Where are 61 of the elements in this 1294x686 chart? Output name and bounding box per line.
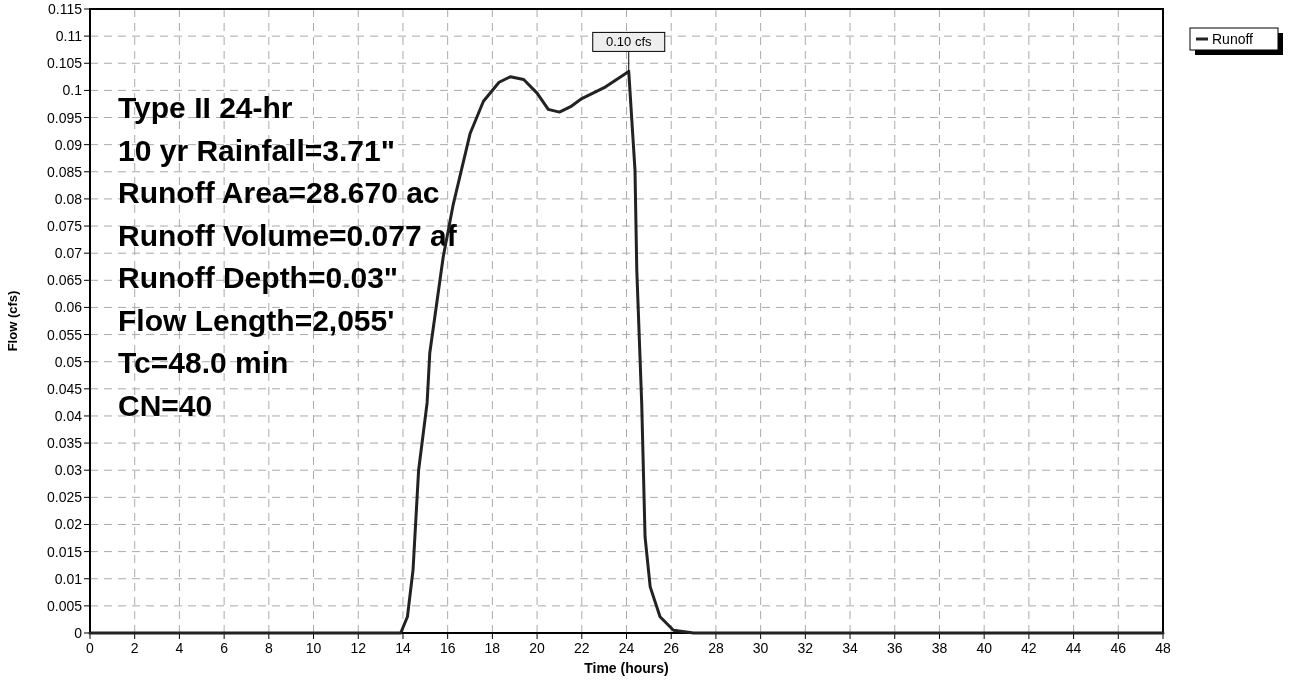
x-tick-label: 16 <box>439 640 456 656</box>
x-tick-label: 22 <box>574 640 590 656</box>
y-tick-label: 0.065 <box>46 272 83 289</box>
y-tick-label: 0.095 <box>46 109 83 126</box>
y-tick-label: 0.015 <box>46 543 83 560</box>
y-tick-label: 0.04 <box>54 407 83 424</box>
x-tick-label: 4 <box>175 640 184 656</box>
x-tick-label: 26 <box>663 640 680 656</box>
y-tick-label: 0.02 <box>54 516 83 533</box>
y-tick-label: 0.035 <box>46 435 83 452</box>
annotation: CN=40 <box>118 388 213 422</box>
y-tick-label: 0 <box>74 625 83 641</box>
x-tick-label: 14 <box>395 640 411 656</box>
line-series <box>88 69 1165 635</box>
annotation: Runoff Depth=0.03" <box>118 261 399 294</box>
y-tick-label: 0.09 <box>54 136 83 153</box>
annotation: 0.10 cfs <box>605 34 652 50</box>
x-tick-label: 10 <box>305 640 322 656</box>
y-tick-label: 0.105 <box>46 55 83 72</box>
y-tick-label: 0.075 <box>46 218 83 235</box>
y-tick-label: 0.1 <box>62 82 83 99</box>
x-tick-label: 30 <box>752 640 769 656</box>
y-tick-label: 0.085 <box>46 163 83 180</box>
y-tick-label: 0.045 <box>46 380 83 397</box>
annotation: 10 yr Rainfall=3.71" <box>118 133 395 167</box>
y-tick-label: 0.025 <box>46 489 83 506</box>
x-tick-label: 6 <box>220 640 229 656</box>
y-tick-label: 0.03 <box>54 462 83 479</box>
y-tick-label: 0.055 <box>46 326 83 343</box>
y-tick-label: 0.06 <box>54 299 83 316</box>
x-tick-label: 8 <box>264 640 273 656</box>
x-tick-label: 36 <box>886 640 903 656</box>
y-axis-title: Flow (cfs) <box>5 290 20 352</box>
x-tick-label: 24 <box>618 640 635 656</box>
legend-label: Runoff <box>1212 31 1254 47</box>
x-tick-label: 18 <box>484 640 501 656</box>
y-tick-label: 0.08 <box>54 190 83 207</box>
x-tick-label: 38 <box>931 640 948 656</box>
annotation: Tc=48.0 min <box>118 346 289 379</box>
x-tick-label: 40 <box>976 640 993 656</box>
x-tick-label: 0 <box>86 640 95 656</box>
x-axis-title: Time (hours) <box>584 660 669 676</box>
y-tick-label: 0.07 <box>54 245 83 262</box>
x-tick-label: 12 <box>350 640 367 656</box>
annotation: Flow Length=2,055' <box>118 303 395 337</box>
y-tick-label: 0.05 <box>54 353 83 370</box>
x-tick-label: 44 <box>1065 640 1082 656</box>
annotation: Type II 24-hr <box>118 91 293 124</box>
x-tick-label: 34 <box>842 640 859 656</box>
y-tick-label: 0.01 <box>54 570 83 587</box>
y-tick-label: 0.005 <box>46 597 83 614</box>
y-tick-label: 0.11 <box>55 28 83 45</box>
x-tick-label: 42 <box>1021 640 1037 656</box>
x-tick-label: 2 <box>130 640 139 656</box>
x-tick-label: 20 <box>529 640 546 656</box>
x-tick-label: 32 <box>797 640 814 656</box>
x-tick-label: 46 <box>1110 640 1127 656</box>
x-tick-label: 48 <box>1155 640 1171 656</box>
y-tick-label: 0.115 <box>48 1 83 17</box>
x-tick-label: 28 <box>708 640 724 656</box>
annotation: Runoff Area=28.670 ac <box>118 176 440 209</box>
